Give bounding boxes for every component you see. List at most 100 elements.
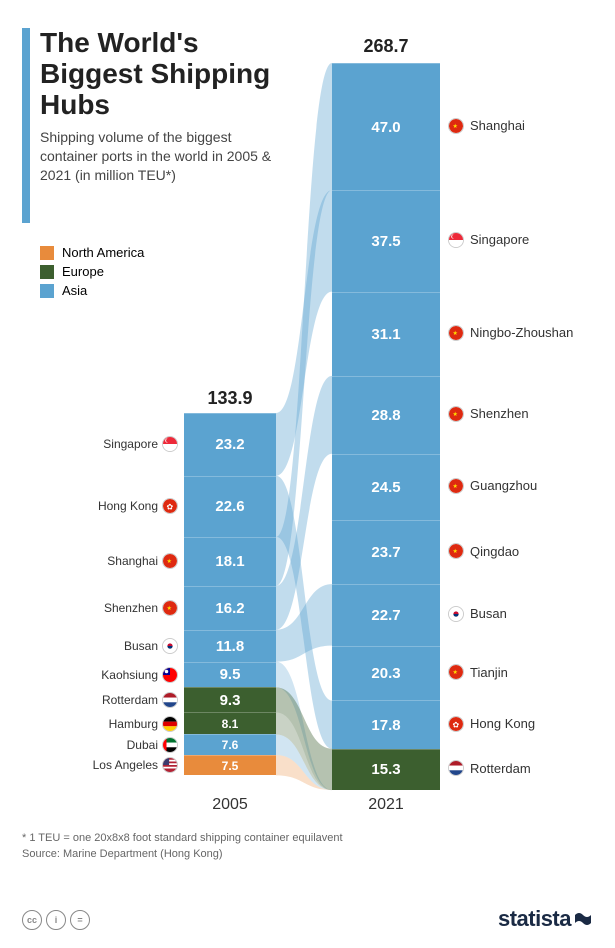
bar-2005: 23.222.618.116.211.89.59.38.17.67.5 bbox=[184, 413, 276, 775]
svg-text:✿: ✿ bbox=[453, 720, 460, 729]
logo-wave-icon bbox=[573, 909, 593, 929]
legend-label: Asia bbox=[62, 283, 87, 298]
flag-icon bbox=[448, 760, 464, 776]
page-title: The World's Biggest Shipping Hubs bbox=[40, 28, 300, 120]
svg-text:★: ★ bbox=[453, 483, 458, 490]
port-label: ✿ Hong Kong bbox=[448, 716, 535, 732]
statista-logo: statista bbox=[498, 906, 593, 932]
legend-swatch bbox=[40, 265, 54, 279]
port-name: Busan bbox=[470, 606, 507, 621]
flag-icon bbox=[162, 716, 178, 732]
port-name: Kaohsiung bbox=[101, 668, 158, 682]
flag-icon bbox=[448, 606, 464, 622]
svg-text:✿: ✿ bbox=[167, 503, 174, 512]
flag-icon: ✿ bbox=[162, 498, 178, 514]
port-name: Hong Kong bbox=[98, 499, 158, 513]
flag-icon bbox=[162, 757, 178, 773]
legend: North America Europe Asia bbox=[40, 245, 144, 302]
port-name: Ningbo-Zhoushan bbox=[470, 325, 573, 340]
flag-icon: ★ bbox=[448, 478, 464, 494]
port-label: ★ Ningbo-Zhoushan bbox=[448, 325, 573, 341]
total-2021: 268.7 bbox=[332, 36, 440, 57]
accent-bar bbox=[22, 28, 30, 223]
port-name: Hong Kong bbox=[470, 716, 535, 731]
port-label: Rotterdam bbox=[88, 692, 178, 708]
flag-icon: ★ bbox=[162, 553, 178, 569]
port-label: ★ Guangzhou bbox=[448, 478, 537, 494]
footnote: * 1 TEU = one 20x8x8 foot standard shipp… bbox=[22, 832, 343, 844]
port-name: Rotterdam bbox=[102, 693, 158, 707]
bar-segment: 22.6 bbox=[184, 476, 276, 537]
logo-text: statista bbox=[498, 906, 571, 932]
port-label: Busan bbox=[448, 606, 507, 622]
flag-icon: ✿ bbox=[448, 716, 464, 732]
bar-segment: 7.6 bbox=[184, 734, 276, 755]
bar-segment: 20.3 bbox=[332, 646, 440, 701]
port-name: Singapore bbox=[103, 437, 158, 451]
bar-segment: 17.8 bbox=[332, 700, 440, 748]
year-right: 2021 bbox=[332, 796, 440, 814]
cc-badge: cc bbox=[22, 910, 42, 930]
port-label: ★ Tianjin bbox=[448, 664, 508, 680]
source: Source: Marine Department (Hong Kong) bbox=[22, 848, 223, 860]
svg-text:★: ★ bbox=[167, 558, 172, 565]
bar-segment: 28.8 bbox=[332, 376, 440, 454]
flag-icon bbox=[162, 737, 178, 753]
legend-item: North America bbox=[40, 245, 144, 260]
port-name: Singapore bbox=[470, 232, 529, 247]
port-name: Shenzhen bbox=[470, 406, 529, 421]
port-name: Hamburg bbox=[109, 717, 158, 731]
port-name: Dubai bbox=[127, 738, 158, 752]
svg-text:★: ★ bbox=[453, 411, 458, 418]
cc-badge: i bbox=[46, 910, 66, 930]
flag-icon: ★ bbox=[448, 406, 464, 422]
total-2005: 133.9 bbox=[184, 388, 276, 409]
svg-text:★: ★ bbox=[453, 548, 458, 555]
port-name: Tianjin bbox=[470, 665, 508, 680]
port-name: Rotterdam bbox=[470, 761, 531, 776]
flag-icon: ★ bbox=[448, 664, 464, 680]
bar-segment: 37.5 bbox=[332, 190, 440, 291]
flag-icon: ★ bbox=[448, 325, 464, 341]
bar-segment: 15.3 bbox=[332, 749, 440, 790]
port-name: Shanghai bbox=[107, 554, 158, 568]
port-name: Guangzhou bbox=[470, 478, 537, 493]
bar-segment: 11.8 bbox=[184, 630, 276, 662]
cc-icons: cci= bbox=[22, 910, 90, 930]
subtitle: Shipping volume of the biggest container… bbox=[40, 128, 280, 185]
port-label: Singapore bbox=[88, 436, 178, 452]
port-name: Los Angeles bbox=[93, 758, 158, 772]
flag-icon: ★ bbox=[448, 118, 464, 134]
year-left: 2005 bbox=[184, 796, 276, 814]
svg-text:★: ★ bbox=[453, 329, 458, 336]
bar-segment: 8.1 bbox=[184, 712, 276, 734]
port-label: ★ Shenzhen bbox=[448, 406, 529, 422]
port-label: Shanghai ★ bbox=[88, 553, 178, 569]
port-name: Shanghai bbox=[470, 118, 525, 133]
bar-segment: 16.2 bbox=[184, 586, 276, 630]
bar-segment: 18.1 bbox=[184, 537, 276, 586]
flag-icon bbox=[162, 436, 178, 452]
flag-icon bbox=[448, 232, 464, 248]
bar-segment: 24.5 bbox=[332, 454, 440, 520]
bar-segment: 9.5 bbox=[184, 662, 276, 688]
bar-segment: 9.3 bbox=[184, 687, 276, 712]
bar-segment: 22.7 bbox=[332, 584, 440, 645]
legend-label: North America bbox=[62, 245, 144, 260]
legend-item: Europe bbox=[40, 264, 144, 279]
bar-2021: 47.037.531.128.824.523.722.720.317.815.3 bbox=[332, 63, 440, 790]
flag-icon bbox=[162, 667, 178, 683]
legend-label: Europe bbox=[62, 264, 104, 279]
bar-segment: 31.1 bbox=[332, 292, 440, 376]
port-label: Kaohsiung bbox=[88, 667, 178, 683]
bar-segment: 47.0 bbox=[332, 63, 440, 190]
bar-segment: 23.2 bbox=[184, 413, 276, 476]
port-label: Singapore bbox=[448, 232, 529, 248]
cc-badge: = bbox=[70, 910, 90, 930]
flag-icon: ★ bbox=[162, 600, 178, 616]
port-label: ★ Shanghai bbox=[448, 118, 525, 134]
bar-segment: 23.7 bbox=[332, 520, 440, 584]
port-name: Shenzhen bbox=[104, 601, 158, 615]
flag-icon bbox=[162, 692, 178, 708]
bar-segment: 7.5 bbox=[184, 755, 276, 775]
